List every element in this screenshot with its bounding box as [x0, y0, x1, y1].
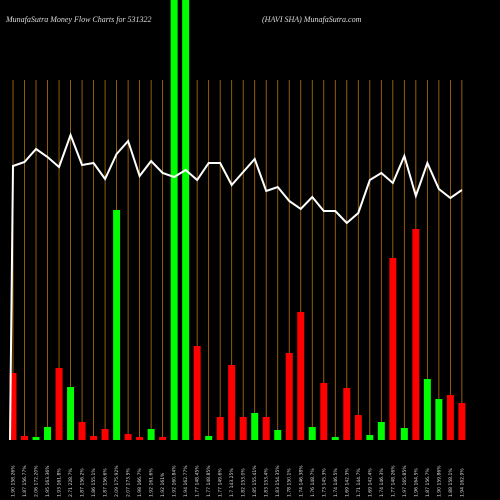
chart-title: MunafaSutra Money Flow Charts for 531322	[5, 15, 152, 24]
x-tick-label: 1.90 158.26%	[11, 465, 17, 497]
x-tick-label: 1.98 166.7%	[137, 468, 143, 497]
bar	[274, 430, 282, 440]
bar	[377, 422, 385, 440]
bar	[55, 368, 63, 440]
bar	[159, 437, 167, 440]
bar	[239, 417, 247, 440]
bar	[216, 417, 224, 440]
bar	[308, 427, 316, 440]
x-tick-label: 1.88 158.1%	[448, 468, 454, 497]
bar	[331, 437, 339, 440]
x-tick-label: 1.73 145.3%	[321, 468, 327, 497]
price-line	[9, 132, 463, 441]
bar	[343, 388, 351, 440]
x-tick-label: 1.87 156.6%	[103, 468, 109, 497]
bar	[9, 373, 17, 440]
bar	[366, 435, 374, 440]
bar	[124, 434, 132, 440]
bar	[101, 429, 109, 440]
x-tick-label: 1.83 153.4%	[264, 468, 270, 497]
x-tick-label: 1.87 156.2%	[80, 468, 86, 497]
x-tick-label: 1.87 156.77%	[22, 465, 28, 497]
bar	[21, 436, 29, 440]
x-tick-label: 1.77 148.26%	[390, 465, 396, 497]
x-tick-label: 1.86 155.1%	[91, 468, 97, 497]
x-tick-label: 1.7 143.25%	[229, 468, 235, 497]
x-tick-label: 2.71 228.7%	[68, 468, 74, 497]
bar	[228, 365, 236, 440]
x-tick-label: 1.82 153.0%	[241, 468, 247, 497]
x-tick-label: 1.71 144.7%	[356, 468, 362, 497]
bar	[67, 387, 75, 440]
x-tick-label: 1.92 160.84%	[172, 465, 178, 497]
bar	[423, 379, 431, 440]
x-tick-label: 1.92 161%	[160, 472, 166, 497]
x-tick-label: 1.77 148.45%	[195, 465, 201, 497]
bar	[285, 353, 293, 440]
x-tick-label: 1.97 165.85%	[402, 465, 408, 497]
bar	[458, 403, 466, 440]
x-tick-label: 1.77 149.6%	[218, 468, 224, 497]
bar	[113, 210, 121, 440]
bar	[389, 258, 397, 440]
x-tick-label: 1.77 148.85%	[206, 465, 212, 497]
bar	[32, 437, 40, 440]
x-tick-label: 2.09 175.92%	[114, 465, 120, 497]
bar	[170, 0, 178, 440]
bar	[412, 229, 420, 440]
bar	[400, 428, 408, 440]
bar	[262, 417, 270, 440]
bar	[251, 413, 259, 440]
x-tick-label: 1.74 146.5%	[333, 468, 339, 497]
bar	[44, 427, 52, 440]
x-tick-label: 1.85 155.41%	[252, 465, 258, 497]
x-tick-label: 1.95 163.36%	[45, 465, 51, 497]
x-tick-label: 1.74 146.38%	[298, 465, 304, 497]
bar	[78, 422, 86, 440]
x-tick-label: 1.69 142.3%	[344, 468, 350, 497]
x-tick-label: 2.07 173.5%	[126, 468, 132, 497]
bar	[182, 0, 190, 440]
x-tick-label: 1.69 142.4%	[367, 468, 373, 497]
bar	[297, 312, 305, 440]
x-tick-label: 1.87 156.7%	[425, 468, 431, 497]
bar	[435, 399, 443, 440]
bar	[354, 415, 362, 440]
bar	[136, 437, 144, 440]
bar	[320, 383, 328, 440]
x-tick-label: 2.06 172.20%	[34, 465, 40, 497]
bar	[193, 346, 201, 440]
chart-subtitle: (HAVI SHA) MunafaSutra.com	[262, 15, 362, 24]
x-tick-label: 1.83 154.35%	[275, 465, 281, 497]
x-tick-label: 1.96 164.5%	[413, 468, 419, 497]
x-tick-label: 1.90 159.86%	[436, 465, 442, 497]
x-tick-label: 1.74 146.3%	[379, 468, 385, 497]
bar	[147, 429, 155, 440]
x-tick-label: 1.76 148.7%	[310, 468, 316, 497]
x-tick-label: 1.93 161.8%	[57, 468, 63, 497]
x-tick-label: 1.94 162.77%	[183, 465, 189, 497]
bar	[446, 395, 454, 440]
x-tick-label: 1.92 161.6%	[149, 468, 155, 497]
x-tick-label: 1.94 162.9%	[459, 468, 465, 497]
bar	[205, 436, 213, 440]
x-tick-label: 1.78 150.1%	[287, 468, 293, 497]
bar	[90, 436, 98, 440]
